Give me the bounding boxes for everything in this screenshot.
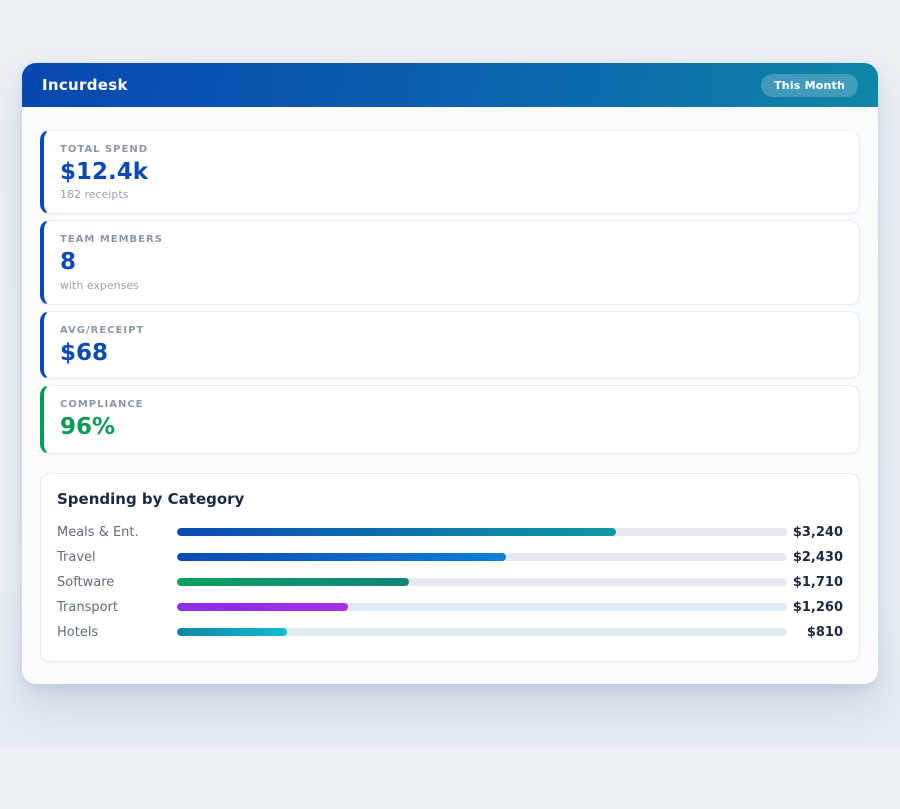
chart-value-label: $810	[787, 625, 843, 640]
chart-row: Software $1,710	[57, 570, 843, 595]
bar-fill	[177, 628, 287, 636]
stats-list: TOTAL SPEND $12.4k 182 receipts TEAM MEM…	[40, 130, 860, 454]
stat-value: 8	[60, 249, 843, 275]
chart-row: Travel $2,430	[57, 545, 843, 570]
stat-label: COMPLIANCE	[60, 399, 843, 410]
chart-value-label: $1,710	[787, 575, 843, 590]
chart-value-label: $3,240	[787, 525, 843, 540]
chart-category-label: Software	[57, 575, 177, 590]
stat-label: TOTAL SPEND	[60, 144, 843, 155]
bar-fill	[177, 553, 506, 561]
bar-fill	[177, 603, 348, 611]
chart-title: Spending by Category	[57, 490, 843, 508]
app-title: Incurdesk	[42, 76, 128, 94]
bar-track	[177, 578, 787, 586]
chart-rows: Meals & Ent. $3,240 Travel $2,430 Softwa…	[57, 520, 843, 645]
stat-value: $12.4k	[60, 159, 843, 185]
chart-row: Transport $1,260	[57, 595, 843, 620]
chart-category-label: Transport	[57, 600, 177, 615]
bar-track	[177, 553, 787, 561]
app-header: Incurdesk This Month	[22, 63, 878, 107]
stat-label: TEAM MEMBERS	[60, 234, 843, 245]
period-filter-badge[interactable]: This Month	[761, 74, 858, 97]
stat-label: AVG/RECEIPT	[60, 325, 843, 336]
chart-category-label: Travel	[57, 550, 177, 565]
stat-card: TEAM MEMBERS 8 with expenses	[40, 220, 860, 304]
chart-value-label: $1,260	[787, 600, 843, 615]
stat-subtext: with expenses	[60, 279, 843, 292]
stat-value: 96%	[60, 414, 843, 440]
stat-card: TOTAL SPEND $12.4k 182 receipts	[40, 130, 860, 214]
spending-chart-card: Spending by Category Meals & Ent. $3,240…	[40, 473, 860, 662]
dashboard-body: TOTAL SPEND $12.4k 182 receipts TEAM MEM…	[22, 107, 878, 684]
dashboard-card: Incurdesk This Month TOTAL SPEND $12.4k …	[22, 63, 878, 684]
chart-category-label: Meals & Ent.	[57, 525, 177, 540]
stat-card: COMPLIANCE 96%	[40, 385, 860, 453]
stat-subtext: 182 receipts	[60, 188, 843, 201]
bar-fill	[177, 528, 616, 536]
bar-track	[177, 628, 787, 636]
bar-fill	[177, 578, 409, 586]
chart-row: Meals & Ent. $3,240	[57, 520, 843, 545]
stat-card: AVG/RECEIPT $68	[40, 311, 860, 379]
chart-value-label: $2,430	[787, 550, 843, 565]
chart-category-label: Hotels	[57, 625, 177, 640]
bar-track	[177, 528, 787, 536]
stat-value: $68	[60, 340, 843, 366]
bar-track	[177, 603, 787, 611]
chart-row: Hotels $810	[57, 620, 843, 645]
